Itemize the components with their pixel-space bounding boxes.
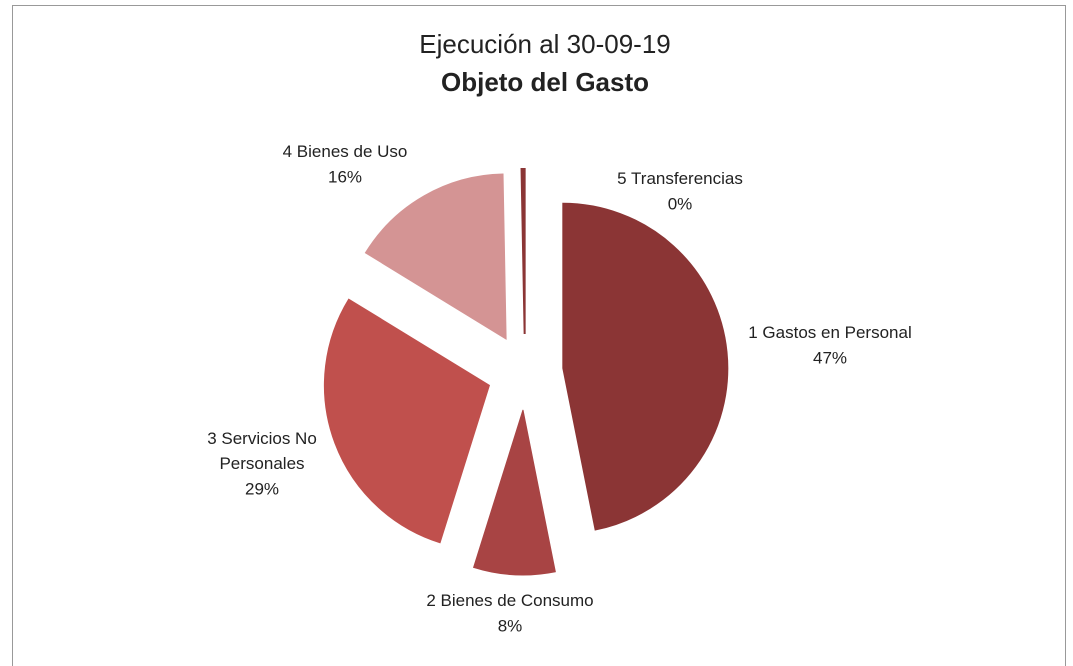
slice-label: 5 Transferencias (617, 169, 743, 188)
chart-subtitle: Objeto del Gasto (441, 67, 649, 97)
value-label: 29% (245, 479, 279, 498)
slice-label-line: Personales (219, 454, 304, 473)
slice-label-line: 2 Bienes de Consumo (426, 591, 593, 610)
value-label: 47% (813, 348, 847, 367)
slice-label: 2 Bienes de Consumo (426, 591, 593, 610)
slice-label: 1 Gastos en Personal (748, 323, 911, 342)
slice-label: 3 Servicios No Personales (207, 429, 317, 473)
value-label: 0% (668, 194, 693, 213)
value-label: 16% (328, 167, 362, 186)
pie-slice (323, 298, 491, 544)
slice-label-line: 5 Transferencias (617, 169, 743, 188)
pie-slice (472, 409, 556, 576)
pie-slice (562, 202, 729, 531)
slice-label: 4 Bienes de Uso (283, 142, 408, 161)
slice-label-line: 3 Servicios No (207, 429, 317, 448)
pie-slice (520, 168, 526, 335)
chart-title: Ejecución al 30-09-19 (419, 29, 671, 59)
value-label: 8% (498, 616, 523, 635)
slice-label-line: 1 Gastos en Personal (748, 323, 911, 342)
slice-label-line: 4 Bienes de Uso (283, 142, 408, 161)
pie-slice (364, 173, 507, 340)
